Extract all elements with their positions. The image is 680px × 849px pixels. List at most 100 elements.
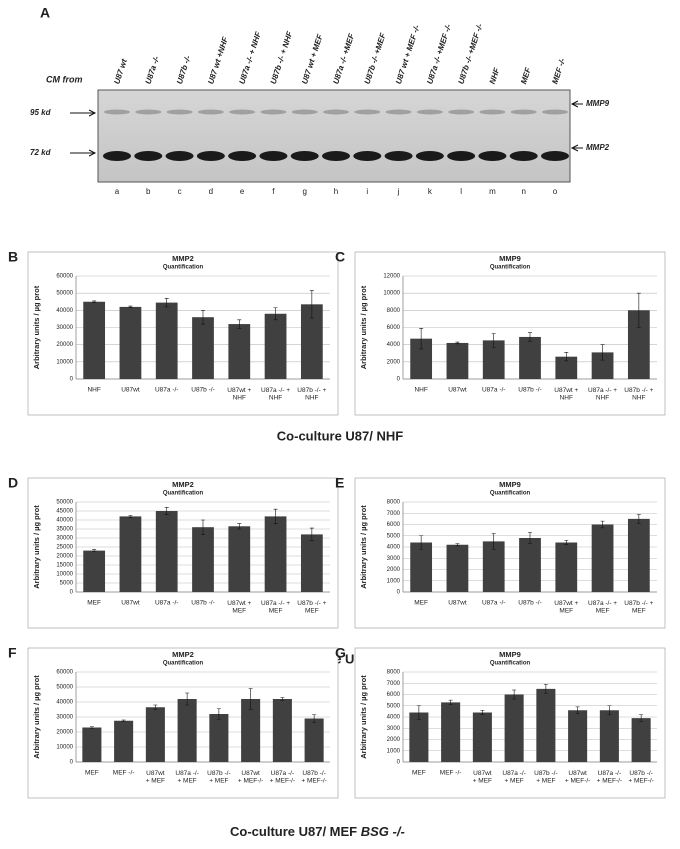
gel	[97, 89, 571, 183]
x-tick-label: U87a -/-	[155, 387, 178, 394]
bar	[300, 534, 323, 592]
x-tick-label: U87b -/-+ MEF-/-	[628, 770, 653, 784]
y-tick-label: 8000	[387, 308, 401, 314]
band	[197, 109, 224, 115]
bar	[519, 538, 541, 592]
bar	[599, 710, 619, 762]
lane-label: NHF	[488, 66, 502, 85]
band	[103, 151, 131, 161]
x-tick-label: U87wt	[121, 387, 140, 394]
y-tick-label: 4000	[387, 715, 401, 721]
band	[290, 151, 319, 161]
band	[448, 109, 475, 115]
bar	[472, 712, 492, 762]
y-tick-label: 10000	[56, 572, 73, 578]
error-bar	[92, 549, 97, 552]
marker-label: 72 kd	[30, 148, 52, 157]
y-tick-label: 40000	[56, 518, 73, 524]
x-tick-label: U87b -/- + MEF	[624, 600, 653, 614]
x-tick-label: U87a -/- + NHF	[588, 387, 617, 401]
bar	[119, 306, 142, 379]
lane-letter: c	[178, 187, 182, 196]
band	[416, 109, 443, 115]
lane-label: U87 wt + MEF	[300, 32, 325, 85]
error-bar	[309, 527, 314, 541]
y-tick-label: 3000	[387, 726, 401, 732]
x-tick-label: U87a -/-+ MEF	[502, 770, 525, 784]
error-bar	[89, 726, 94, 729]
cm-from: CM from	[46, 74, 83, 84]
y-tick-label: 60000	[56, 670, 73, 676]
chart-frame	[354, 477, 666, 629]
bar	[209, 714, 229, 762]
error-bar	[128, 515, 133, 518]
bar	[228, 526, 251, 592]
panel-label: G	[335, 645, 346, 661]
x-tick-label: U87a -/- + NHF	[261, 387, 290, 401]
error-bar	[491, 533, 496, 550]
error-bar	[419, 535, 424, 550]
bar	[82, 727, 102, 762]
y-tick-label: 50000	[56, 291, 73, 297]
bar	[482, 541, 505, 592]
error-bar	[600, 520, 605, 529]
band	[354, 109, 381, 115]
lane-letter: l	[460, 187, 462, 196]
chart-subtitle: Quantification	[163, 265, 204, 271]
y-tick-label: 15000	[56, 563, 73, 569]
bar	[568, 710, 588, 762]
bar	[504, 694, 524, 762]
panel-label: E	[335, 475, 344, 491]
y-tick-label: 6000	[387, 522, 401, 528]
lane-label: U87 wt +NHF	[206, 35, 230, 86]
x-tick-label: U87b -/-	[191, 600, 214, 607]
chart-subtitle: Quantification	[163, 491, 204, 497]
bar	[83, 301, 106, 379]
y-tick-label: 0	[70, 377, 74, 383]
y-tick-label: 35000	[56, 527, 73, 533]
panel-label: A	[40, 5, 50, 21]
bar	[114, 720, 134, 762]
arrow	[70, 109, 97, 117]
error-bar	[280, 697, 285, 701]
y-tick-label: 5000	[387, 703, 401, 709]
error-bar	[564, 539, 569, 546]
error-bar	[480, 709, 485, 716]
chart-title: MMP2	[172, 650, 194, 659]
error-bar	[528, 532, 532, 544]
error-bar	[416, 705, 421, 720]
bar	[119, 516, 142, 592]
lane-label: U87a -/- + NHF	[237, 30, 263, 86]
bar	[145, 707, 165, 762]
band	[166, 109, 193, 115]
error-bar	[512, 689, 517, 700]
y-tick-label: 1000	[387, 748, 401, 754]
x-tick-label: U87b -/-	[518, 600, 541, 607]
x-tick-label: U87wt + NHF	[227, 387, 251, 401]
section-title-text: Co-culture U87/ MEF	[230, 824, 357, 839]
x-tick-label: MEF -/-	[440, 770, 462, 777]
x-tick-label: U87wt + MEF-/-	[565, 770, 590, 784]
bar	[177, 699, 197, 762]
y-tick-label: 0	[70, 760, 74, 766]
error-bar	[455, 543, 460, 547]
band	[135, 109, 162, 115]
x-tick-label: U87b -/- + NHF	[624, 387, 653, 401]
error-bar	[575, 706, 580, 714]
x-tick-label: MEF	[87, 600, 101, 607]
error-bar	[201, 519, 205, 535]
bar	[555, 356, 578, 379]
x-tick-label: U87wt + MEF	[473, 770, 492, 784]
x-tick-label: U87b -/- + NHF	[297, 387, 326, 401]
error-bar	[216, 708, 221, 720]
y-axis-label: Arbitrary units / µg prot	[32, 505, 41, 589]
chart-subtitle: Quantification	[163, 661, 204, 667]
error-bar	[164, 298, 169, 308]
y-tick-label: 1000	[387, 578, 401, 584]
band	[229, 109, 256, 115]
lane-letter: b	[146, 187, 151, 196]
error-bar	[201, 310, 205, 325]
band	[510, 109, 537, 115]
error-bar	[164, 507, 169, 515]
